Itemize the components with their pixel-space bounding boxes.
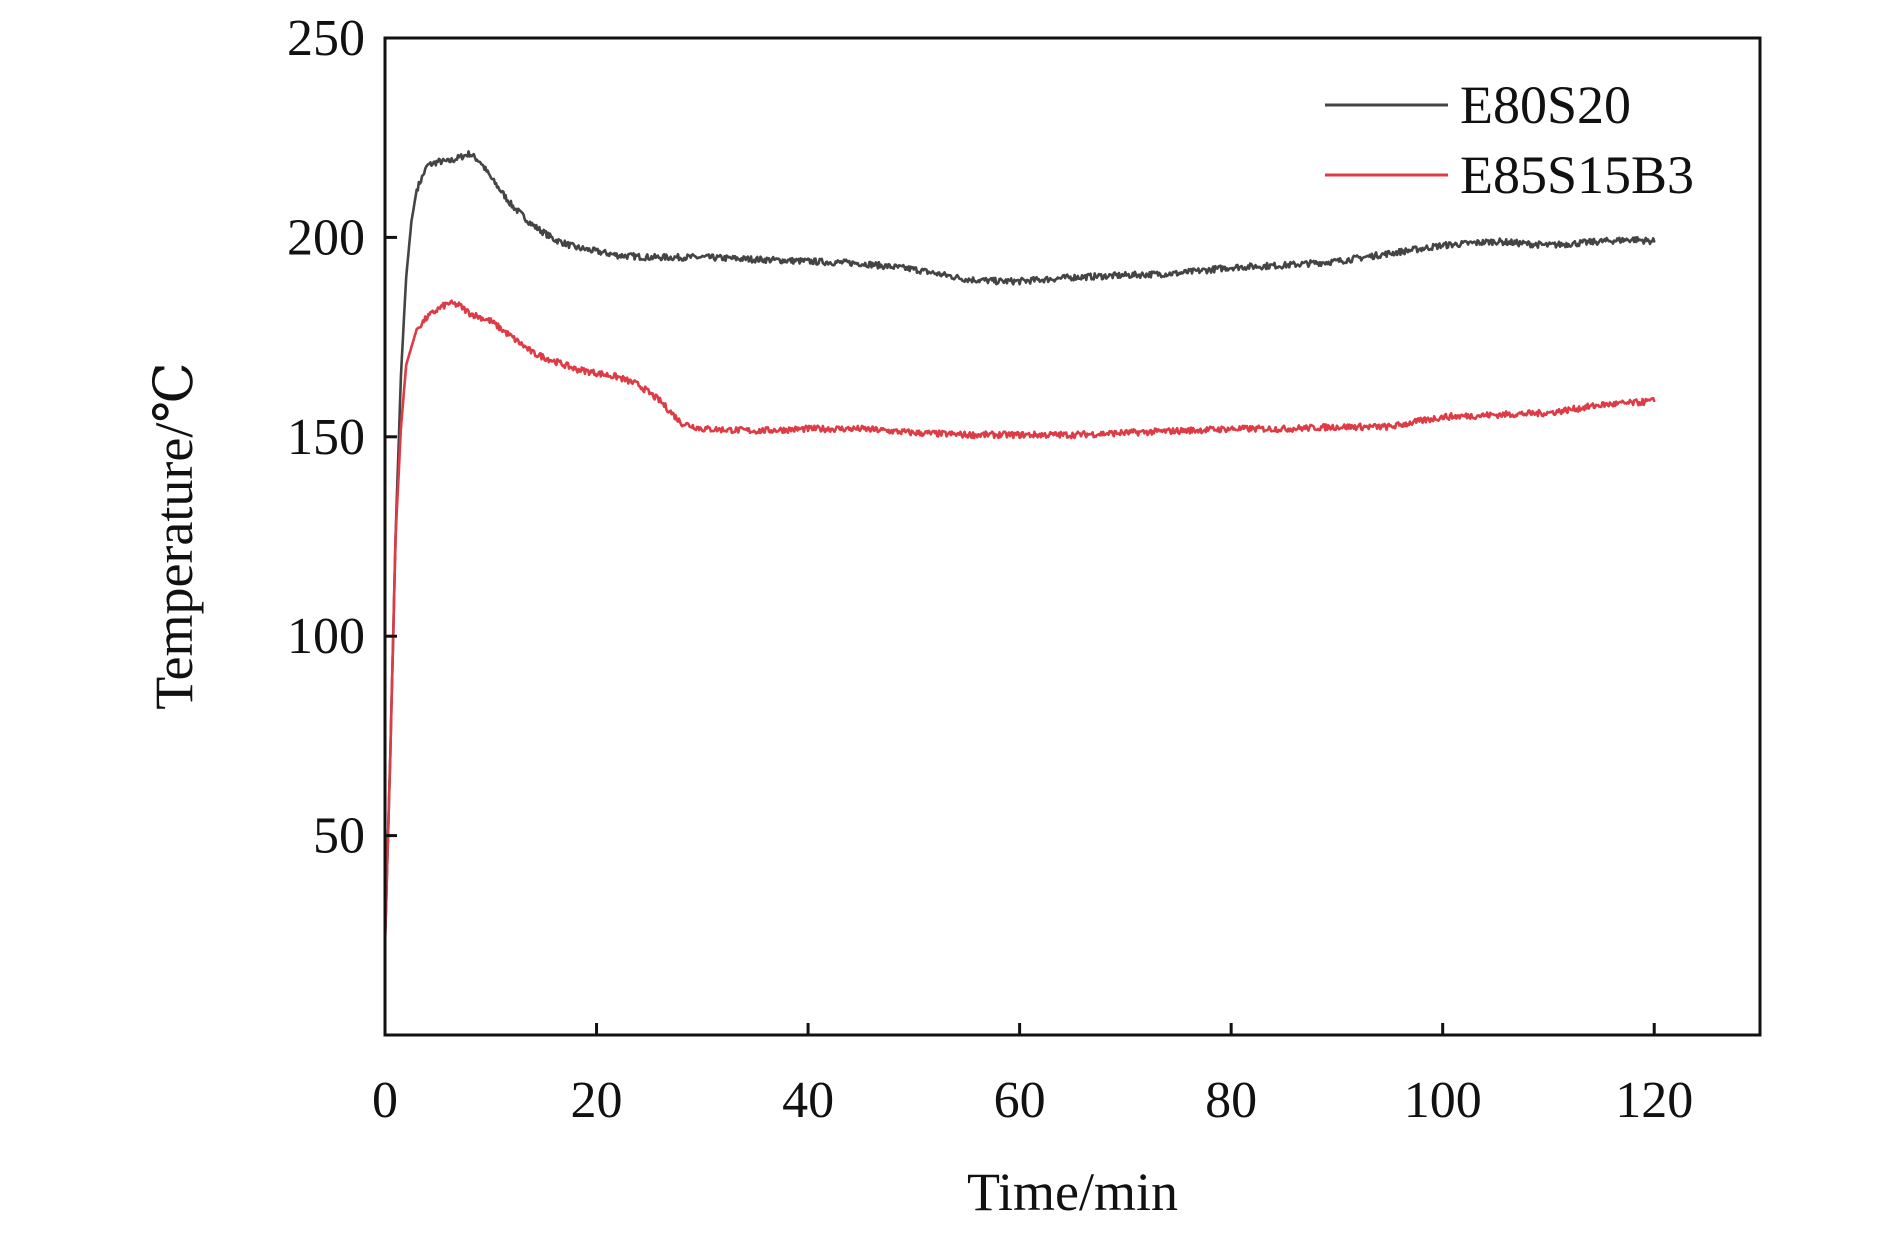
x-tick-label: 40 [782,1072,834,1129]
x-tick-label: 80 [1205,1072,1257,1129]
y-tick-label: 100 [287,608,365,665]
series-line-1 [383,299,1656,945]
legend-label-0: E80S20 [1460,75,1631,135]
x-tick-label: 120 [1615,1072,1693,1129]
x-axis-title: Time/min [967,1162,1178,1222]
y-tick-label: 200 [287,209,365,266]
y-tick-label: 50 [313,808,365,865]
y-tick-label: 150 [287,409,365,466]
series-line-0 [383,150,1656,945]
x-tick-label: 100 [1404,1072,1482,1129]
y-tick-label: 250 [287,10,365,67]
x-tick-label: 60 [994,1072,1046,1129]
legend-label-1: E85S15B3 [1460,145,1694,205]
x-tick-label: 20 [571,1072,623,1129]
axes: 0 20 40 60 80 100 120 50 100 150 200 250 Time/min Tem… [144,10,1762,1222]
legend: E80S20 E85S15B3 [1325,75,1694,205]
x-tick-label: 0 [372,1072,398,1129]
plot-area [383,150,1656,945]
y-axis-title: Temperature/℃ [144,362,204,709]
plot-frame [383,36,1762,1037]
